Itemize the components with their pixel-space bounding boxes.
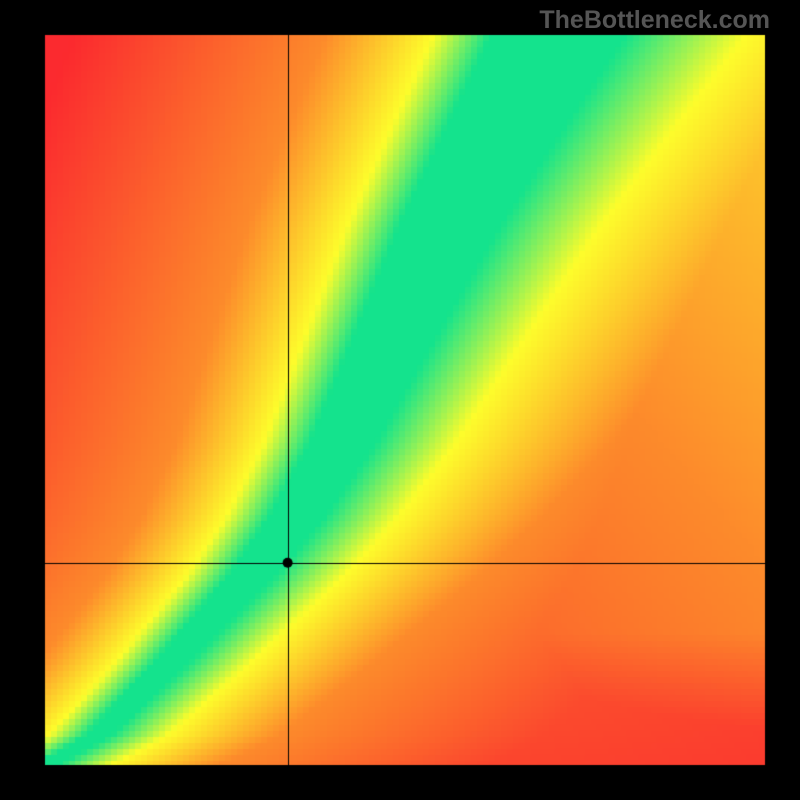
watermark-text: TheBottleneck.com <box>539 6 770 35</box>
bottleneck-heatmap-canvas <box>0 0 800 800</box>
chart-frame: { "watermark": { "text": "TheBottleneck.… <box>0 0 800 800</box>
